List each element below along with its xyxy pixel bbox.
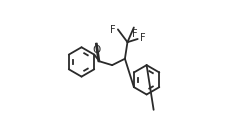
Text: F: F	[110, 25, 116, 35]
Text: F: F	[132, 29, 137, 39]
Text: F: F	[140, 33, 146, 43]
Text: O: O	[93, 45, 101, 55]
